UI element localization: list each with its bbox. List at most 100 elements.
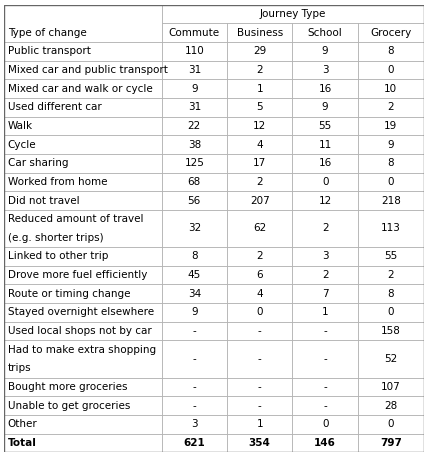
Bar [4, 396, 161, 415]
Bar [358, 117, 424, 135]
Text: 8: 8 [191, 251, 198, 261]
Text: 0: 0 [322, 420, 328, 430]
Text: 8: 8 [387, 158, 394, 168]
Text: 4: 4 [256, 289, 263, 299]
Text: Total: Total [8, 438, 36, 448]
Bar [161, 266, 227, 284]
Text: 9: 9 [387, 139, 394, 149]
Text: Stayed overnight elsewhere: Stayed overnight elsewhere [8, 308, 154, 318]
Bar [4, 79, 161, 98]
Text: Had to make extra shopping: Had to make extra shopping [8, 345, 156, 355]
Bar [161, 135, 227, 154]
Text: 113: 113 [381, 223, 401, 234]
Text: 9: 9 [191, 308, 198, 318]
Text: 2: 2 [387, 102, 394, 112]
Bar [161, 117, 227, 135]
Bar [4, 247, 161, 266]
Bar [161, 378, 227, 396]
Bar [227, 23, 292, 42]
Text: 16: 16 [318, 158, 332, 168]
Bar [292, 247, 358, 266]
Text: 32: 32 [187, 223, 201, 234]
Bar [358, 303, 424, 322]
Text: Linked to other trip: Linked to other trip [8, 251, 108, 261]
Text: -: - [258, 382, 262, 392]
Bar [4, 117, 161, 135]
Bar [358, 98, 424, 117]
Text: 0: 0 [387, 308, 394, 318]
Text: 3: 3 [191, 420, 198, 430]
Bar [161, 5, 424, 23]
Text: 29: 29 [253, 46, 266, 56]
Bar [358, 23, 424, 42]
Bar [292, 172, 358, 191]
Bar [4, 284, 161, 303]
Bar [227, 340, 292, 378]
Bar [4, 191, 161, 210]
Bar [227, 117, 292, 135]
Bar [358, 135, 424, 154]
Bar [292, 23, 358, 42]
Bar [292, 42, 358, 61]
Text: -: - [193, 354, 196, 364]
Bar [292, 210, 358, 247]
Text: Mixed car and walk or cycle: Mixed car and walk or cycle [8, 84, 152, 94]
Text: School: School [308, 27, 342, 37]
Bar [292, 284, 358, 303]
Text: Journey Type: Journey Type [259, 9, 326, 19]
Text: Other: Other [8, 420, 37, 430]
Bar [358, 191, 424, 210]
Bar [161, 191, 227, 210]
Bar [292, 79, 358, 98]
Text: 2: 2 [256, 65, 263, 75]
Bar [358, 266, 424, 284]
Text: 0: 0 [256, 308, 263, 318]
Text: 68: 68 [187, 177, 201, 187]
Text: Commute: Commute [169, 27, 220, 37]
Bar [227, 378, 292, 396]
Bar [227, 303, 292, 322]
Text: 146: 146 [314, 438, 336, 448]
Bar [4, 172, 161, 191]
Bar [161, 434, 227, 452]
Text: 218: 218 [381, 196, 401, 206]
Bar [358, 210, 424, 247]
Text: 56: 56 [187, 196, 201, 206]
Bar [4, 378, 161, 396]
Bar [292, 154, 358, 172]
Text: 31: 31 [187, 65, 201, 75]
Text: 9: 9 [322, 102, 328, 112]
Bar [161, 98, 227, 117]
Bar [227, 247, 292, 266]
Text: -: - [323, 382, 327, 392]
Text: 12: 12 [318, 196, 332, 206]
Bar [161, 42, 227, 61]
Bar [358, 396, 424, 415]
Bar [292, 434, 358, 452]
Text: 2: 2 [256, 251, 263, 261]
Bar [4, 210, 161, 247]
Bar [4, 5, 161, 42]
Text: Business: Business [237, 27, 283, 37]
Text: 0: 0 [387, 420, 394, 430]
Text: 34: 34 [187, 289, 201, 299]
Bar [161, 340, 227, 378]
Bar [161, 303, 227, 322]
Text: 16: 16 [318, 84, 332, 94]
Bar [292, 303, 358, 322]
Bar [161, 154, 227, 172]
Text: -: - [193, 401, 196, 411]
Text: 7: 7 [322, 289, 328, 299]
Bar [161, 284, 227, 303]
Text: 125: 125 [184, 158, 204, 168]
Bar [292, 322, 358, 340]
Text: 38: 38 [187, 139, 201, 149]
Text: 10: 10 [384, 84, 397, 94]
Bar [4, 42, 161, 61]
Bar [161, 61, 227, 79]
Bar [227, 210, 292, 247]
Bar [358, 79, 424, 98]
Bar [161, 247, 227, 266]
Bar [358, 61, 424, 79]
Bar [4, 61, 161, 79]
